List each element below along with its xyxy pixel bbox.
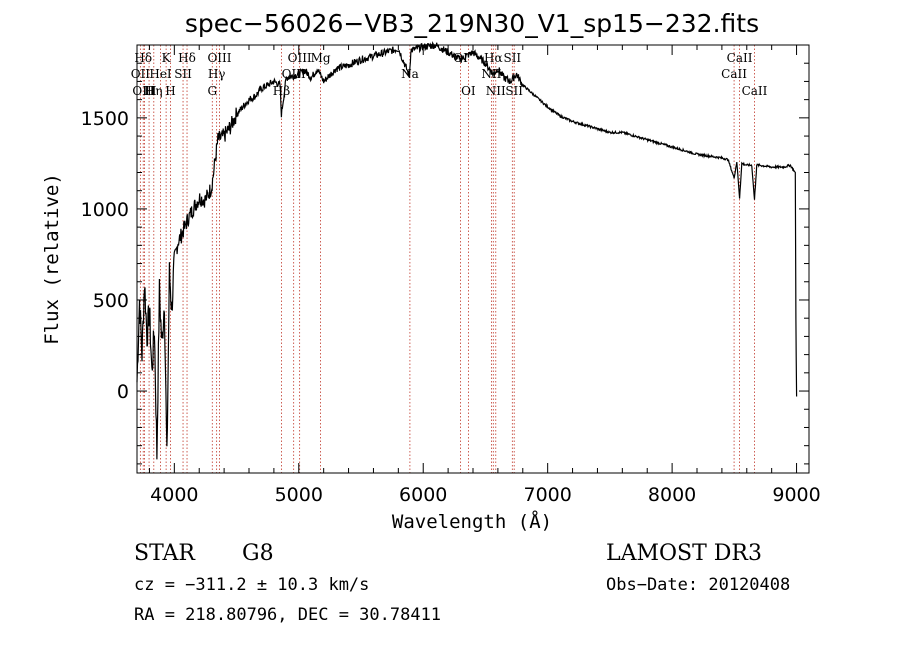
spectral-line-label: Hδ <box>178 51 196 65</box>
spectral-line-label: HeI <box>149 67 172 81</box>
spectral-line-label: Hδ <box>134 51 152 65</box>
x-tick-label: 9000 <box>772 484 820 506</box>
spectral-line-label: OIII <box>132 84 156 98</box>
spectral-line-label: SII <box>174 67 192 81</box>
spectrum-line <box>136 40 798 460</box>
x-axis-label: Wavelength (Å) <box>392 510 552 533</box>
spectral-line-label: Hβ <box>273 84 290 98</box>
spectral-line-label: Hγ <box>208 67 226 81</box>
survey-name: LAMOST DR3 <box>606 541 762 566</box>
spectral-line-label: OI <box>461 84 476 98</box>
spectral-line-label: Hα <box>484 51 503 65</box>
spectral-line-markers <box>139 45 755 473</box>
spectral-line-label: OIII <box>207 51 231 65</box>
y-tick-label: 1000 <box>81 199 129 221</box>
ra-dec-coordinates: RA = 218.80796, DEC = 30.78411 <box>134 605 441 625</box>
spectral-line-label: OII <box>131 67 151 81</box>
x-tick-label: 6000 <box>399 484 447 506</box>
spectral-line-label: SII <box>505 84 523 98</box>
x-tick-label: 4000 <box>150 484 198 506</box>
y-tick-label: 0 <box>117 381 129 403</box>
plot-frame <box>136 44 810 474</box>
chart-title: spec−56026−VB3_219N30_V1_sp15−232.fits <box>185 9 759 38</box>
object-class: STAR <box>134 541 196 566</box>
y-axis-label: Flux (relative) <box>41 173 63 345</box>
redshift-velocity: cz = −311.2 ± 10.3 km/s <box>134 575 369 595</box>
x-tick-label: 8000 <box>648 484 696 506</box>
spectral-line-label: G <box>207 84 217 98</box>
y-tick-label: 500 <box>93 290 129 312</box>
spectral-line-label: CaII <box>721 67 747 81</box>
spectral-line-label: OIII <box>288 51 312 65</box>
spectral-line-label: H <box>165 84 175 98</box>
spectral-line-label: CaII <box>742 84 768 98</box>
y-tick-label: 1500 <box>81 108 129 130</box>
x-axis-ticks: 4000 5000 6000 7000 8000 9000 <box>148 45 821 506</box>
y-axis-ticks: 0 500 1000 1500 <box>81 62 809 465</box>
object-subclass: G8 <box>242 541 274 566</box>
observation-date: Obs−Date: 20120408 <box>606 575 790 595</box>
spectral-line-label: NII <box>486 84 506 98</box>
x-tick-label: 5000 <box>275 484 323 506</box>
spectral-line-label: CaII <box>727 51 753 65</box>
spectral-line-label: SII <box>503 51 521 65</box>
spectral-line-label: H <box>144 84 154 98</box>
x-tick-label: 7000 <box>523 484 571 506</box>
spectral-line-label: K <box>162 51 172 65</box>
spectral-line-label: Mg <box>311 51 331 65</box>
spectral-line-label: Hη <box>145 84 163 98</box>
